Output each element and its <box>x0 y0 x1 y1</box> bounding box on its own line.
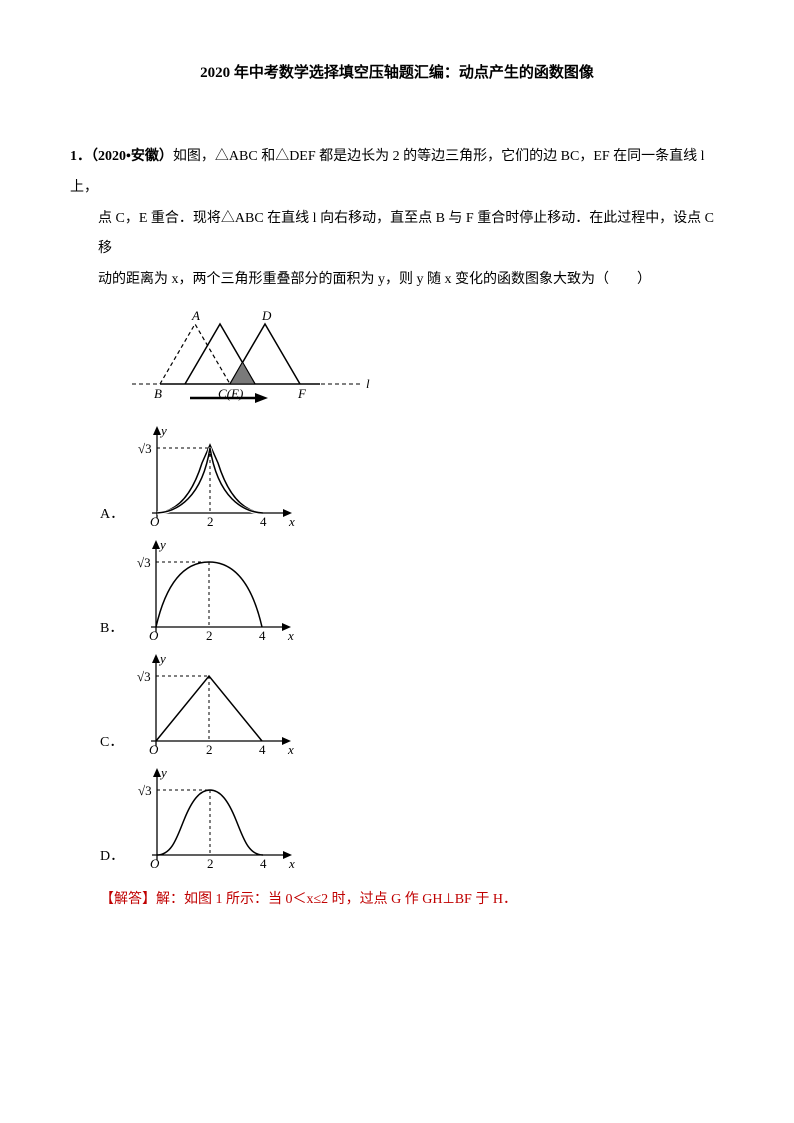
svg-text:√3: √3 <box>137 669 151 684</box>
question-source: （2020•安徽） <box>91 149 173 164</box>
option-b: B． √3 O 2 4 x y <box>100 537 724 647</box>
label-ce: C(E) <box>218 386 243 401</box>
solution-prefix: 【解答】 <box>100 892 156 907</box>
svg-text:4: 4 <box>259 628 266 643</box>
solution-block: 【解答】解：如图 1 所示：当 0＜x≤2 时，过点 G 作 GH⊥BF 于 H… <box>100 887 724 912</box>
svg-text:4: 4 <box>260 856 267 871</box>
svg-text:O: O <box>149 628 159 643</box>
svg-text:√3: √3 <box>138 441 152 456</box>
option-d-label: D． <box>100 844 124 869</box>
label-l: l <box>366 376 370 391</box>
label-b: B <box>154 386 162 401</box>
svg-text:x: x <box>288 856 295 871</box>
svg-text:x: x <box>288 514 295 529</box>
option-c-label: C． <box>100 730 123 755</box>
question-text: 1．（2020•安徽）如图，△ABC 和△DEF 都是边长为 2 的等边三角形，… <box>70 142 724 204</box>
svg-text:4: 4 <box>260 514 267 529</box>
main-diagram: A D B C(E) F l <box>130 306 724 415</box>
page-title: 2020 年中考数学选择填空压轴题汇编：动点产生的函数图像 <box>70 60 724 87</box>
svg-text:√3: √3 <box>137 555 151 570</box>
label-f: F <box>297 386 307 401</box>
option-d: D． √3 O 2 4 x y <box>100 765 724 875</box>
solution-text: 解：如图 1 所示：当 0＜x≤2 时，过点 G 作 GH⊥BF 于 H． <box>156 892 517 907</box>
question-line3: 动的距离为 x，两个三角形重叠部分的面积为 y，则 y 随 x 变化的函数图象大… <box>70 265 724 296</box>
option-c: C． √3 O 2 4 x y <box>100 651 724 761</box>
graph-c: √3 O 2 4 x y <box>131 651 301 761</box>
svg-text:√3: √3 <box>138 783 152 798</box>
svg-text:4: 4 <box>259 742 266 757</box>
svg-text:y: y <box>158 651 166 666</box>
graph-b: √3 O 2 4 x y <box>131 537 301 647</box>
svg-text:x: x <box>287 742 294 757</box>
svg-text:O: O <box>150 856 160 871</box>
question-line2: 点 C，E 重合．现将△ABC 在直线 l 向右移动，直至点 B 与 F 重合时… <box>70 204 724 266</box>
graph-a: √3 O 2 4 x y <box>132 423 302 533</box>
question-block: 1．（2020•安徽）如图，△ABC 和△DEF 都是边长为 2 的等边三角形，… <box>70 142 724 296</box>
option-a-label: A． <box>100 502 124 527</box>
svg-text:O: O <box>150 514 160 529</box>
svg-text:2: 2 <box>206 628 213 643</box>
svg-text:y: y <box>159 423 167 438</box>
label-a: A <box>191 308 200 323</box>
svg-text:2: 2 <box>207 514 214 529</box>
svg-text:y: y <box>158 537 166 552</box>
question-number: 1． <box>70 149 91 164</box>
svg-text:y: y <box>159 765 167 780</box>
label-d: D <box>261 308 272 323</box>
svg-text:2: 2 <box>206 742 213 757</box>
option-a: A． √3 O 2 4 x y <box>100 423 724 533</box>
svg-text:x: x <box>287 628 294 643</box>
svg-text:O: O <box>149 742 159 757</box>
option-b-label: B． <box>100 616 123 641</box>
graph-d: √3 O 2 4 x y <box>132 765 302 875</box>
svg-text:2: 2 <box>207 856 214 871</box>
